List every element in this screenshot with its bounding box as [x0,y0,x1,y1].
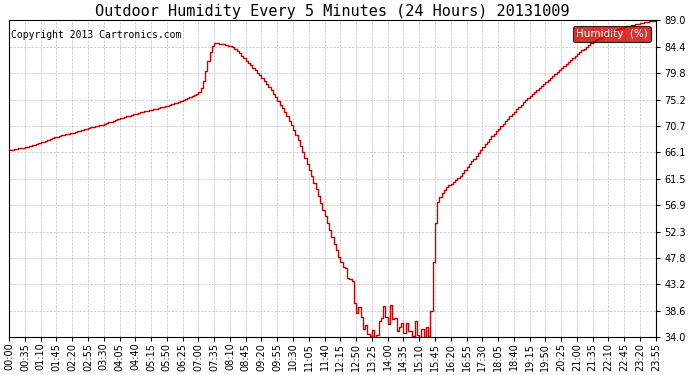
Title: Outdoor Humidity Every 5 Minutes (24 Hours) 20131009: Outdoor Humidity Every 5 Minutes (24 Hou… [95,4,570,19]
Legend: Humidity  (%): Humidity (%) [573,26,651,42]
Text: Copyright 2013 Cartronics.com: Copyright 2013 Cartronics.com [11,30,181,40]
